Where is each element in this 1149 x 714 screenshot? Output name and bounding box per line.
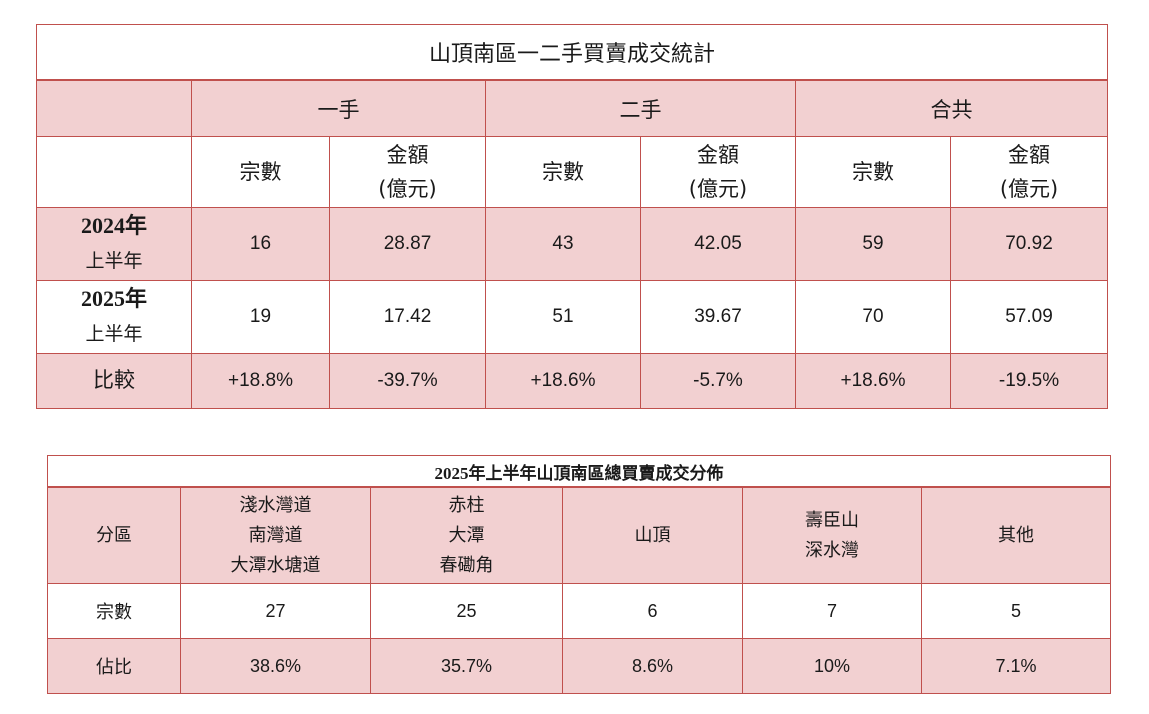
cell-value: 17.42 [329,280,486,354]
corner-cell [36,79,192,137]
row-label-2024: 2024年 上半年 [36,207,192,281]
count-header: 宗數 [795,136,951,208]
table-row: 比較 +18.8% -39.7% +18.6% -5.7% +18.6% -19… [36,353,1109,409]
group-header-total: 合共 [794,79,1109,137]
cell-value: 19 [191,280,330,354]
table-row: 佔比 38.6% 35.7% 8.6% 10% 7.1% [47,638,1112,694]
cell-value: 16 [191,207,330,281]
cell-value: 7.1% [920,638,1112,694]
cell-value: 70.92 [949,207,1109,281]
cell-value: 51 [485,280,641,354]
table-row: 2025年 上半年 19 17.42 51 39.67 70 57.09 [36,280,1109,354]
table-title: 2025年上半年山頂南區總買賣成交分佈 [46,455,1112,488]
cell-value: 8.6% [562,638,743,694]
area-cell: 壽臣山 深水灣 [742,486,922,584]
cell-value: 35.7% [370,638,563,694]
cell-value: +18.6% [795,353,951,409]
cell-value: 25 [370,583,563,639]
cell-value: 43 [485,207,641,281]
area-cell: 淺水灣道 南灣道 大潭水塘道 [180,486,371,584]
row-label-2025: 2025年 上半年 [36,280,192,354]
amount-header: 金額 (億元) [640,136,796,208]
group-header-second-hand: 二手 [485,79,796,137]
area-cell: 其他 [920,486,1112,584]
distribution-table: 2025年上半年山頂南區總買賣成交分佈 分區 淺水灣道 南灣道 大潭水塘道 赤柱 大潭… [46,455,1112,694]
table-row: 分區 淺水灣道 南灣道 大潭水塘道 赤柱 大潭 春磡角 山頂 壽臣山 深水灣 其他 [47,486,1112,584]
amount-header: 金額 (億元) [949,136,1109,208]
table-row: 2024年 上半年 16 28.87 43 42.05 59 70.92 [36,207,1109,281]
row-label-compare: 比較 [36,353,192,409]
count-header: 宗數 [485,136,641,208]
cell-value: 59 [795,207,951,281]
cell-value: 5 [920,583,1112,639]
cell-value: 7 [742,583,922,639]
cell-value: 39.67 [640,280,796,354]
table-title: 山頂南區一二手買賣成交統計 [35,24,1109,81]
cell-value: +18.6% [485,353,641,409]
transaction-stats-table: 山頂南區一二手買賣成交統計 一手 二手 合共 宗數 金額 (億元) 宗數 金額 (億… [35,24,1109,409]
area-label: 分區 [47,486,181,584]
cell-value: -5.7% [640,353,796,409]
table-row: 宗數 27 25 6 7 5 [47,583,1112,639]
cell-value: 38.6% [180,638,371,694]
group-header-first-hand: 一手 [191,79,486,137]
cell-value: 57.09 [949,280,1109,354]
cell-value: 27 [180,583,371,639]
cell-value: -19.5% [949,353,1109,409]
blank-cell [36,136,192,208]
cell-value: 42.05 [640,207,796,281]
share-label: 佔比 [47,638,181,694]
cell-value: -39.7% [329,353,486,409]
cell-value: 6 [562,583,743,639]
cell-value: 70 [795,280,951,354]
count-label: 宗數 [47,583,181,639]
cell-value: +18.8% [191,353,330,409]
cell-value: 28.87 [329,207,486,281]
cell-value: 10% [742,638,922,694]
area-cell: 山頂 [562,486,743,584]
amount-header: 金額 (億元) [329,136,486,208]
area-cell: 赤柱 大潭 春磡角 [370,486,563,584]
count-header: 宗數 [191,136,330,208]
